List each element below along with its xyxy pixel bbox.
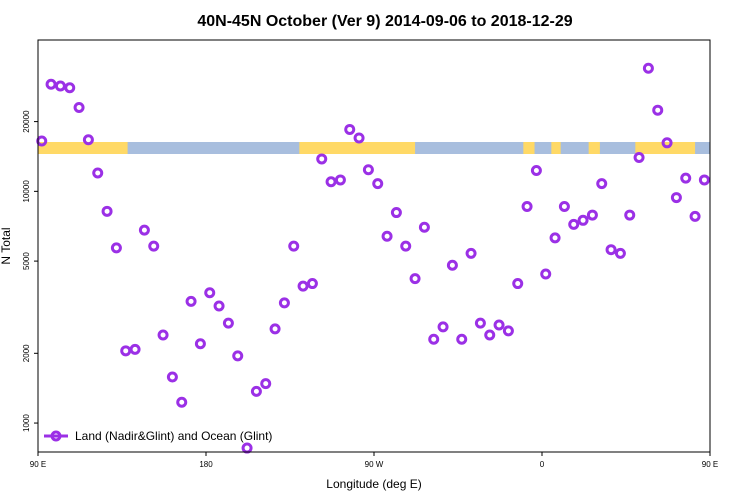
data-point xyxy=(577,214,589,226)
data-point xyxy=(362,164,374,176)
data-point xyxy=(316,153,328,165)
data-point xyxy=(213,300,225,312)
x-tick-label: 180 xyxy=(199,460,213,469)
y-tick-label: 2000 xyxy=(22,344,31,362)
data-point xyxy=(484,329,496,341)
data-point xyxy=(297,280,309,292)
data-point xyxy=(353,132,365,144)
data-point xyxy=(325,176,337,188)
data-point xyxy=(176,396,188,408)
data-point xyxy=(512,278,524,290)
data-point xyxy=(633,151,645,163)
data-point xyxy=(260,378,272,390)
y-axis: 1000 2000 5000 10000 20000 xyxy=(22,110,38,432)
data-point xyxy=(204,287,216,299)
x-tick-label: 90 E xyxy=(30,460,46,469)
data-point xyxy=(428,333,440,345)
land-segment xyxy=(551,142,561,154)
land-segment xyxy=(38,142,128,154)
data-point xyxy=(680,172,692,184)
data-point xyxy=(456,333,468,345)
data-point xyxy=(45,78,57,90)
data-point xyxy=(344,123,356,135)
data-point xyxy=(698,174,710,186)
data-point xyxy=(54,80,66,92)
data-point xyxy=(586,209,598,221)
data-point xyxy=(129,343,141,355)
data-point xyxy=(306,278,318,290)
data-point xyxy=(670,192,682,204)
data-point xyxy=(73,102,85,114)
legend-label: Land (Nadir&Glint) and Ocean (Glint) xyxy=(75,429,272,443)
x-axis-label: Longitude (deg E) xyxy=(326,477,421,491)
x-axis: 90 E 180 90 W 0 90 E xyxy=(30,452,718,469)
data-point xyxy=(596,178,608,190)
y-tick-label: 20000 xyxy=(22,110,31,133)
data-point xyxy=(157,329,169,341)
data-point xyxy=(185,295,197,307)
y-tick-label: 1000 xyxy=(22,414,31,432)
data-point xyxy=(372,178,384,190)
data-point xyxy=(36,135,48,147)
data-point xyxy=(493,319,505,331)
legend: Land (Nadir&Glint) and Ocean (Glint) xyxy=(44,429,272,443)
land-segment xyxy=(299,142,416,154)
data-point xyxy=(614,247,626,259)
data-point xyxy=(390,207,402,219)
data-point xyxy=(409,273,421,285)
data-point xyxy=(64,82,76,94)
data-point xyxy=(661,137,673,149)
data-point xyxy=(558,201,570,213)
legend-marker xyxy=(50,430,62,442)
data-point xyxy=(605,244,617,256)
y-tick-label: 10000 xyxy=(22,180,31,203)
data-point xyxy=(138,224,150,236)
data-point xyxy=(465,247,477,259)
data-point xyxy=(101,205,113,217)
data-point xyxy=(540,268,552,280)
data-point xyxy=(418,221,430,233)
data-point xyxy=(120,345,132,357)
land-segment xyxy=(635,142,696,154)
data-point xyxy=(82,134,94,146)
land-segment xyxy=(523,142,535,154)
data-point xyxy=(222,317,234,329)
data-point xyxy=(278,297,290,309)
y-axis-label: N Total xyxy=(0,227,13,264)
data-point xyxy=(241,442,253,454)
data-point xyxy=(689,210,701,222)
data-point xyxy=(437,321,449,333)
x-tick-label: 90 W xyxy=(365,460,384,469)
data-markers xyxy=(36,62,710,454)
land-ocean-mask xyxy=(38,142,710,154)
data-point xyxy=(652,104,664,116)
data-point xyxy=(624,209,636,221)
data-point xyxy=(92,167,104,179)
data-point xyxy=(521,201,533,213)
data-point xyxy=(568,218,580,230)
y-tick-label: 5000 xyxy=(22,252,31,270)
data-point xyxy=(166,371,178,383)
data-point xyxy=(530,165,542,177)
data-point xyxy=(502,325,514,337)
data-point xyxy=(400,240,412,252)
data-point xyxy=(446,259,458,271)
data-point xyxy=(642,62,654,74)
x-tick-label: 90 E xyxy=(702,460,718,469)
chart-title: 40N-45N October (Ver 9) 2014-09-06 to 20… xyxy=(197,13,572,30)
land-segment xyxy=(588,142,600,154)
data-point xyxy=(250,385,262,397)
data-point xyxy=(334,174,346,186)
data-point xyxy=(288,240,300,252)
data-point xyxy=(269,323,281,335)
data-point xyxy=(148,240,160,252)
data-point xyxy=(381,230,393,242)
data-point xyxy=(194,338,206,350)
data-point xyxy=(549,232,561,244)
data-point xyxy=(232,350,244,362)
data-point xyxy=(110,242,122,254)
data-point xyxy=(474,317,486,329)
x-tick-label: 0 xyxy=(540,460,545,469)
